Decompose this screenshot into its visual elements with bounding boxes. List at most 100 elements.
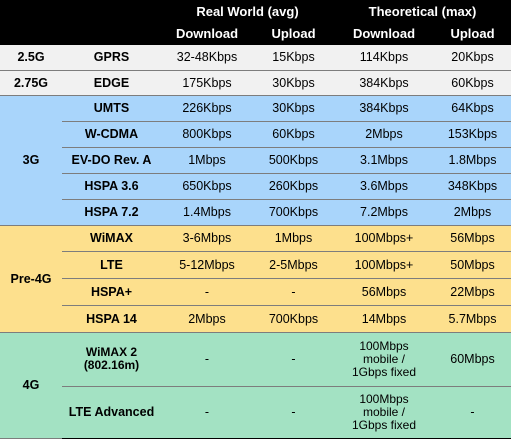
technology-name: WiMAX 2 (802.16m) xyxy=(62,332,161,387)
table-row: 4G WiMAX 2 (802.16m) - - 100Mbps mobile … xyxy=(0,332,511,439)
cell-th-upload: 2Mbps xyxy=(434,199,511,226)
technology-name: LTE xyxy=(62,251,161,279)
table-row: HSPA 3.6 650Kbps 260Kbps 3.6Mbps 348Kbps xyxy=(0,173,511,200)
technology-name: EDGE xyxy=(62,70,161,96)
cell-rw-download: 2Mbps xyxy=(161,305,253,333)
cell-rw-download: 5-12Mbps xyxy=(161,251,253,279)
table-row: EV-DO Rev. A 1Mbps 500Kbps 3.1Mbps 1.8Mb… xyxy=(0,147,511,174)
header-upload: Upload xyxy=(434,22,511,45)
header-blank xyxy=(0,22,62,45)
cell-rw-download: 175Kbps xyxy=(161,70,253,96)
technology-name: HSPA 3.6 xyxy=(62,173,161,200)
technology-name: GPRS xyxy=(62,45,161,71)
technology-name: UMTS xyxy=(62,95,161,122)
cell-rw-upload: 700Kbps xyxy=(253,199,334,226)
header-row-group: Real World (avg) Theoretical (max) xyxy=(0,0,511,22)
cell-th-upload: - xyxy=(434,386,511,438)
cell-th-download: 100Mbps mobile / 1Gbps fixed xyxy=(334,386,434,438)
technology-name: HSPA+ xyxy=(62,278,161,306)
cell-th-download: 14Mbps xyxy=(334,305,434,333)
cell-th-upload: 1.8Mbps xyxy=(434,147,511,174)
cell-rw-download: 800Kbps xyxy=(161,121,253,148)
cell-rw-upload: 60Kbps xyxy=(253,121,334,148)
cell-rw-upload: 260Kbps xyxy=(253,173,334,200)
cell-rw-download: 226Kbps xyxy=(161,95,253,122)
cell-rw-download: 1.4Mbps xyxy=(161,199,253,226)
cell-th-upload: 22Mbps xyxy=(434,278,511,306)
th-line: 100Mbps xyxy=(359,391,409,406)
generation-label: 2.75G xyxy=(0,70,62,96)
header-real-world: Real World (avg) xyxy=(161,0,334,22)
generation-label: Pre-4G xyxy=(0,225,62,333)
cell-rw-upload: 700Kbps xyxy=(253,305,334,333)
cell-rw-upload: - xyxy=(253,386,334,438)
header-blank xyxy=(0,0,62,22)
cell-th-download: 7.2Mbps xyxy=(334,199,434,226)
cell-th-upload: 153Kbps xyxy=(434,121,511,148)
cell-rw-download: - xyxy=(161,332,253,387)
cell-rw-download: - xyxy=(161,278,253,306)
generation-label: 4G xyxy=(0,332,62,439)
cell-th-download: 384Kbps xyxy=(334,70,434,96)
cell-rw-download: - xyxy=(161,386,253,438)
cell-rw-upload: 2-5Mbps xyxy=(253,251,334,279)
table-row: 2.75G EDGE 175Kbps 30Kbps 384Kbps 60Kbps xyxy=(0,70,511,96)
cell-th-download: 56Mbps xyxy=(334,278,434,306)
cell-rw-download: 3-6Mbps xyxy=(161,225,253,252)
cell-rw-upload: 1Mbps xyxy=(253,225,334,252)
cell-rw-upload: 30Kbps xyxy=(253,95,334,122)
table-row: LTE Advanced - - 100Mbps mobile / 1Gbps … xyxy=(0,386,511,438)
cell-rw-download: 32-48Kbps xyxy=(161,45,253,71)
technology-name: HSPA 14 xyxy=(62,305,161,333)
cell-th-download: 100Mbps+ xyxy=(334,251,434,279)
cell-th-upload: 56Mbps xyxy=(434,225,511,252)
header-blank xyxy=(62,0,161,22)
cell-rw-upload: 30Kbps xyxy=(253,70,334,96)
cell-th-upload: 60Kbps xyxy=(434,70,511,96)
cell-th-download: 2Mbps xyxy=(334,121,434,148)
header-row-columns: Download Upload Download Upload xyxy=(0,22,511,45)
cell-th-download: 100Mbps+ xyxy=(334,225,434,252)
table-row: 3G UMTS 226Kbps 30Kbps 384Kbps 64Kbps xyxy=(0,95,511,226)
table-row: HSPA 14 2Mbps 700Kbps 14Mbps 5.7Mbps xyxy=(0,305,511,333)
cell-th-download: 100Mbps mobile / 1Gbps fixed xyxy=(334,332,434,387)
cell-th-upload: 20Kbps xyxy=(434,45,511,71)
cell-th-upload: 60Mbps xyxy=(434,332,511,387)
cell-th-upload: 5.7Mbps xyxy=(434,305,511,333)
technology-name: W-CDMA xyxy=(62,121,161,148)
cell-rw-upload: - xyxy=(253,332,334,387)
cell-th-download: 3.1Mbps xyxy=(334,147,434,174)
technology-name: EV-DO Rev. A xyxy=(62,147,161,174)
tech-line: WiMAX 2 xyxy=(85,345,138,359)
cell-th-download: 114Kbps xyxy=(334,45,434,71)
generation-label: 2.5G xyxy=(0,45,62,71)
table-row: Pre-4G WiMAX 3-6Mbps 1Mbps 100Mbps+ 56Mb… xyxy=(0,225,511,333)
cell-rw-upload: 15Kbps xyxy=(253,45,334,71)
cell-rw-upload: 500Kbps xyxy=(253,147,334,174)
tech-line: (802.16m) xyxy=(83,358,140,372)
cell-rw-download: 650Kbps xyxy=(161,173,253,200)
cell-rw-download: 1Mbps xyxy=(161,147,253,174)
th-line: 1Gbps fixed xyxy=(351,364,417,379)
header-blank xyxy=(62,22,161,45)
cell-th-download: 3.6Mbps xyxy=(334,173,434,200)
cell-th-upload: 348Kbps xyxy=(434,173,511,200)
table-row: LTE 5-12Mbps 2-5Mbps 100Mbps+ 50Mbps xyxy=(0,251,511,279)
table-row: W-CDMA 800Kbps 60Kbps 2Mbps 153Kbps xyxy=(0,121,511,148)
generation-label: 3G xyxy=(0,95,62,226)
header-download: Download xyxy=(161,22,253,45)
th-line: 1Gbps fixed xyxy=(351,417,417,432)
technology-name: HSPA 7.2 xyxy=(62,199,161,226)
th-line: mobile / xyxy=(362,404,406,419)
technology-name: WiMAX xyxy=(62,225,161,252)
table-row: 2.5G GPRS 32-48Kbps 15Kbps 114Kbps 20Kbp… xyxy=(0,45,511,71)
cell-th-download: 384Kbps xyxy=(334,95,434,122)
th-line: mobile / xyxy=(362,351,406,366)
cell-th-upload: 50Mbps xyxy=(434,251,511,279)
th-line: 100Mbps xyxy=(359,338,409,353)
header-upload: Upload xyxy=(253,22,334,45)
header-download: Download xyxy=(334,22,434,45)
table-row: HSPA+ - - 56Mbps 22Mbps xyxy=(0,278,511,306)
cell-th-upload: 64Kbps xyxy=(434,95,511,122)
